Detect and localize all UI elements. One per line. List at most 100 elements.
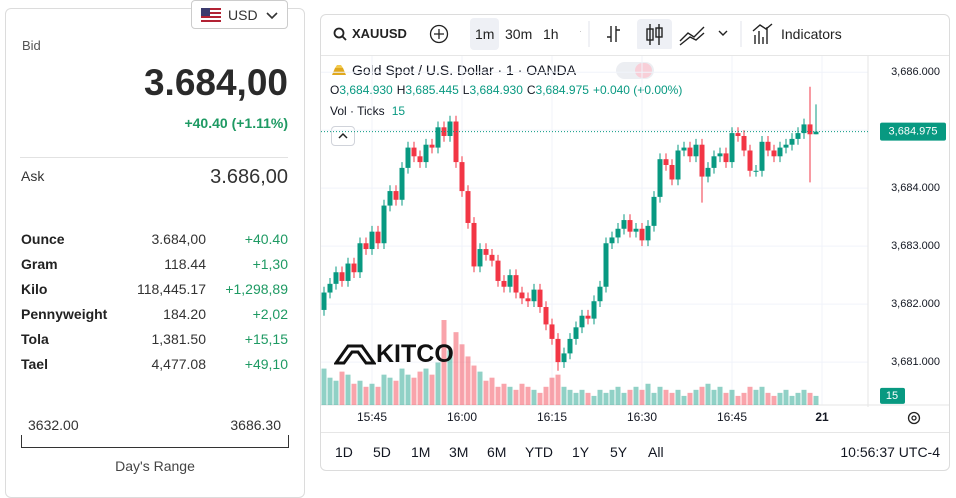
interval-button[interactable]: 1h [543,26,559,42]
x-tick-label: 21 [815,410,829,424]
volume-bar [327,377,333,405]
range-button[interactable]: 6M [487,444,507,460]
gold-icon [332,65,346,75]
candle-body [495,260,501,281]
chevron [266,12,278,20]
volume-bar [375,386,381,405]
symbol[interactable]: XAUUSD [352,26,407,41]
range-button[interactable]: YTD [525,444,553,460]
collapse-button[interactable] [331,126,355,146]
candle-body [627,220,633,232]
volume-bar [711,389,717,405]
candle-body [417,156,423,163]
y-tick-label: 3,683.000 [891,240,940,252]
volume-bar [771,395,777,405]
candle-body [591,301,597,319]
range-button[interactable]: 5Y [610,444,628,460]
candle-body [489,254,495,261]
candle-body [759,141,765,171]
search-icon[interactable] [333,27,347,41]
candle-body [579,315,585,328]
candle-body [369,231,375,250]
candle-body [801,124,807,134]
indicators-button[interactable]: Indicators [781,26,842,42]
ohlc-key: O [330,83,340,97]
unit-price: 118.44 [164,256,206,272]
interval-button[interactable]: 1m [470,18,500,50]
candle-body [747,150,753,171]
candle-body [729,133,735,163]
candle-body [405,147,411,168]
interval-button[interactable]: 30m [505,26,533,42]
candle-body [705,167,711,177]
candle-body [621,220,627,229]
page: USD Bid 3.684,00 +40.40 (+1.11%) Ask 3.6… [5,0,950,498]
candle-body [381,205,387,244]
volume-bar [435,362,441,405]
ohlc-legend: O3,684.930 H3,685.445 L3,684.930 C3,684.975… [330,83,682,97]
volume-bar [357,380,363,405]
range-button[interactable]: 1Y [572,444,590,460]
divider [321,432,949,433]
range-button[interactable]: 3M [449,444,469,460]
candle-body [669,164,675,180]
range-button[interactable]: 1D [335,444,353,460]
candle-body [459,162,465,192]
unit-name: Pennyweight [21,306,108,322]
volume-bar [645,383,651,405]
volume-bar [429,374,435,405]
flag-icon [201,8,221,22]
volume-bar [693,389,699,405]
candle-body [597,286,603,302]
volume-bar [441,320,447,405]
unit-change: +1,30 [252,256,288,272]
ohlc-value: 3,685.445 [405,83,459,97]
volume-bar [621,392,627,405]
y-tick-label: 3,684.000 [891,182,940,194]
visibility-toggle[interactable] [616,62,654,79]
candle-body [453,121,459,163]
volume-bar [597,389,603,405]
volume-bar [777,392,783,405]
candle-body [501,280,507,287]
candle-body [675,150,681,180]
candle-body [777,147,783,157]
volume-box [880,387,905,404]
chart-card [320,14,950,471]
volume-bar [369,383,375,405]
unit-change: +40.40 [244,231,288,247]
range-button[interactable]: All [648,444,664,460]
candle-body [585,315,591,319]
currency-button[interactable]: USD [191,0,288,29]
last-price-label: 3,684.975 [889,126,938,138]
volume-bar [609,389,615,405]
candle-body [699,144,705,177]
add-symbol[interactable] [429,24,449,44]
ask-price: 3.686,00 [210,166,288,188]
volume-bar [807,392,813,405]
volume-bar [345,374,351,405]
volume-bar [753,389,759,405]
volume-bar [405,374,411,405]
candle-body [321,292,327,310]
range-button[interactable]: 5D [373,444,391,460]
candle-body [543,307,549,325]
volume-bar [339,371,345,405]
candle-body [375,231,381,244]
candle-body [525,298,531,302]
volume-bar [411,377,417,405]
unit-name: Ounce [21,231,65,247]
volume-bar [393,380,399,405]
volume-bar [765,392,771,405]
volume-bar [321,368,327,405]
volume-bar [687,392,693,405]
candle-body [351,263,357,273]
tool-icons[interactable] [580,19,780,49]
volume-bar [795,392,801,405]
candle-body [603,243,609,287]
volume-bar [735,395,741,405]
settings-icon[interactable] [906,410,922,426]
candle-body [813,131,819,135]
chart: 3,681.000 3,682.000 3,683.000 3,684.000 3,68… [321,56,949,424]
range-button[interactable]: 1M [411,444,431,460]
